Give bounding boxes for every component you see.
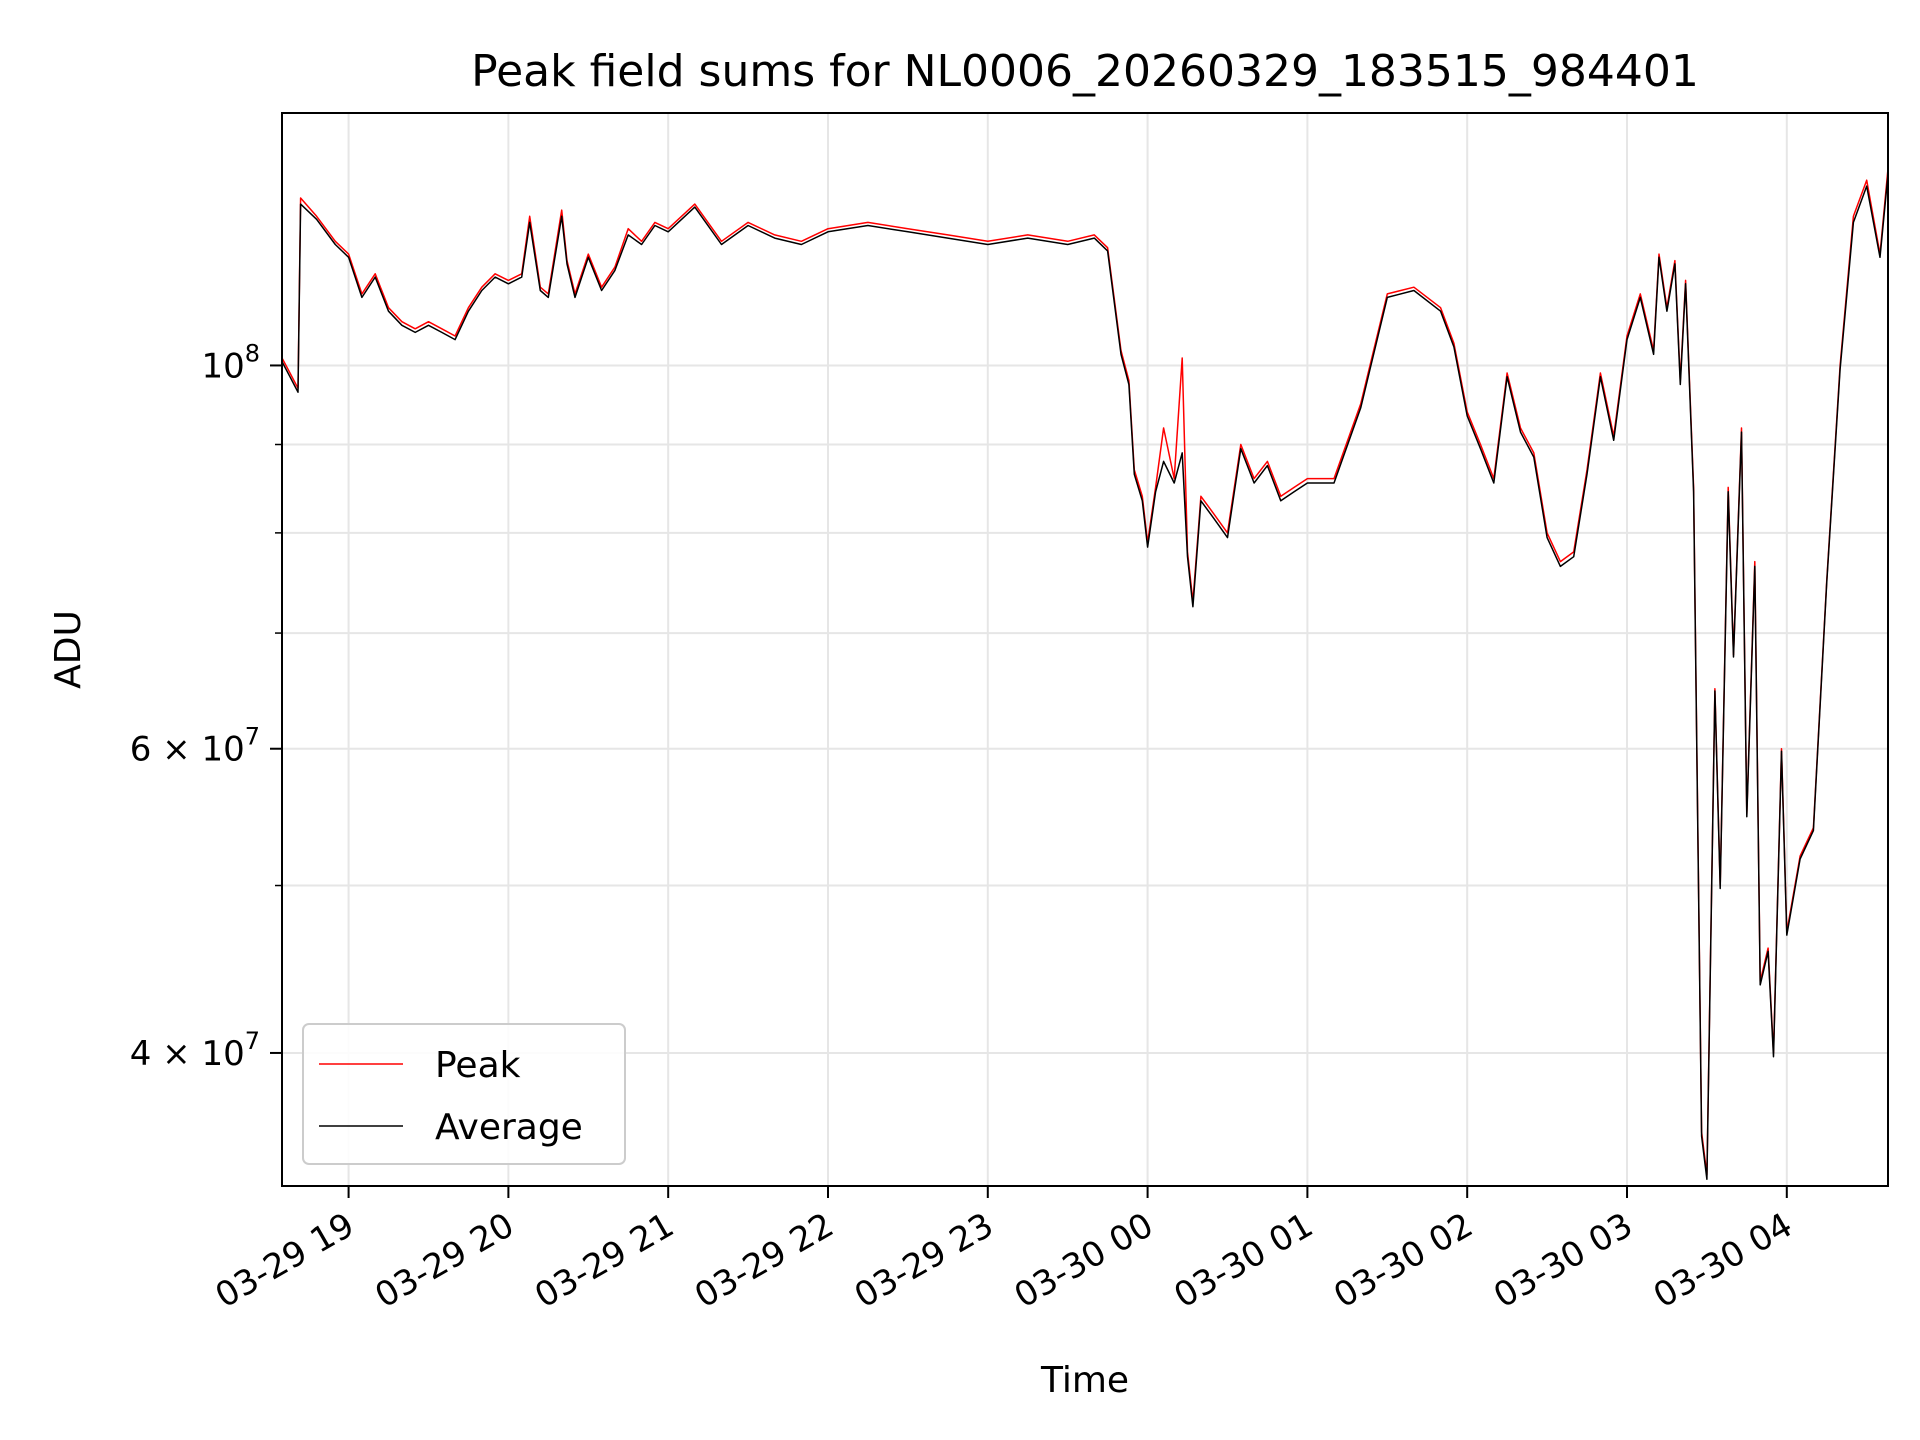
plot-frame: [281, 112, 1889, 1187]
y-tick-label: 108: [201, 339, 260, 386]
y-tick-label: 6 × 107: [130, 723, 260, 770]
y-axis-title: ADU: [48, 610, 89, 689]
series-lines: [281, 168, 1889, 1181]
grid: [282, 113, 1888, 1186]
chart-title: Peak field sums for NL0006_20260329_1835…: [471, 46, 1699, 97]
legend-box: [302, 1023, 626, 1165]
x-axis-title: Time: [1040, 1360, 1129, 1401]
legend-label-peak: Peak: [435, 1045, 521, 1086]
legend: Peak Average: [302, 1023, 626, 1165]
legend-label-average: Average: [435, 1107, 583, 1148]
y-tick-label: 4 × 107: [130, 1027, 260, 1074]
series-line-average: [281, 174, 1889, 1181]
